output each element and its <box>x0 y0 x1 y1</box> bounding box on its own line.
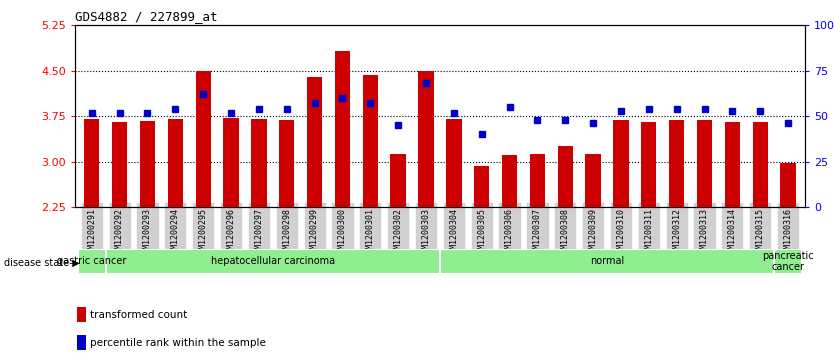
Bar <box>390 154 406 207</box>
Bar <box>419 71 434 207</box>
Bar <box>641 122 656 207</box>
Text: disease state ▶: disease state ▶ <box>4 258 80 268</box>
Bar <box>613 121 629 207</box>
Bar <box>585 154 600 207</box>
Text: GDS4882 / 227899_at: GDS4882 / 227899_at <box>75 10 218 23</box>
Text: transformed count: transformed count <box>90 310 187 320</box>
Text: gastric cancer: gastric cancer <box>57 256 127 266</box>
Bar <box>106 249 440 274</box>
Bar <box>774 249 802 274</box>
Bar <box>112 122 128 207</box>
Bar <box>781 163 796 207</box>
Bar <box>195 71 211 207</box>
Bar <box>307 77 322 207</box>
Text: percentile rank within the sample: percentile rank within the sample <box>90 338 265 348</box>
Bar <box>530 154 545 207</box>
Bar <box>334 51 350 207</box>
Bar <box>84 119 99 207</box>
Bar <box>502 155 517 207</box>
Bar <box>697 121 712 207</box>
Bar <box>251 119 267 207</box>
Bar <box>725 122 740 207</box>
Bar <box>140 121 155 207</box>
Bar <box>440 249 774 274</box>
Bar <box>363 75 378 207</box>
Text: pancreatic
cancer: pancreatic cancer <box>762 250 814 272</box>
Bar <box>669 121 685 207</box>
Bar <box>474 166 490 207</box>
Bar <box>279 121 294 207</box>
Bar <box>77 307 86 322</box>
Bar <box>78 249 106 274</box>
Bar <box>224 118 239 207</box>
Bar <box>446 119 461 207</box>
Text: hepatocellular carcinoma: hepatocellular carcinoma <box>211 256 335 266</box>
Text: normal: normal <box>590 256 624 266</box>
Bar <box>168 119 183 207</box>
Bar <box>77 335 86 350</box>
Bar <box>558 146 573 207</box>
Bar <box>752 122 768 207</box>
